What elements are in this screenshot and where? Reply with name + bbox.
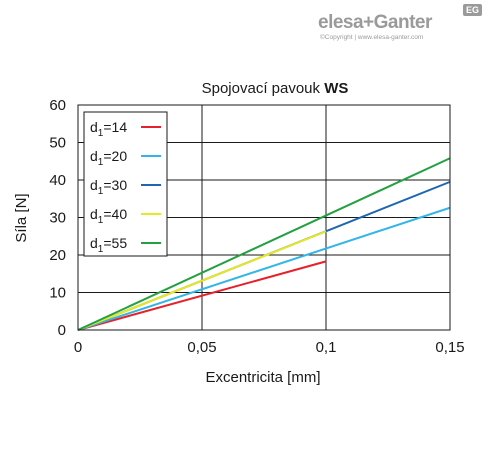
- x-tick-label: 0,15: [435, 339, 464, 356]
- series-line: [77, 260, 327, 331]
- y-tick-label: 20: [49, 247, 66, 264]
- legend-label-sub: 1: [98, 186, 104, 197]
- y-tick-label: 60: [49, 97, 66, 114]
- legend-label-rest: =20: [103, 148, 127, 164]
- legend-label: d1=20: [90, 148, 127, 168]
- brand-name: elesa+Ganter: [318, 12, 432, 33]
- legend-label: d1=30: [90, 177, 127, 197]
- legend-label-main: d: [90, 177, 98, 193]
- series-line: [77, 157, 451, 331]
- legend-label-rest: =14: [103, 119, 127, 135]
- chart-title-bold: WS: [324, 80, 348, 97]
- y-tick-label: 10: [49, 285, 66, 302]
- legend-label-rest: =30: [103, 177, 127, 193]
- series-lines: [77, 157, 451, 331]
- legend-label-rest: =40: [103, 206, 127, 222]
- plot-frame: [77, 104, 451, 331]
- legend-label-main: d: [90, 206, 98, 222]
- legend-label-sub: 1: [98, 128, 104, 139]
- chart-title: Spojovací pavouk WS: [202, 80, 349, 97]
- legend-label-main: d: [90, 148, 98, 164]
- legend-label: d1=40: [90, 206, 127, 226]
- legend-label: d1=55: [90, 235, 127, 255]
- y-tick-label: 0: [58, 322, 66, 339]
- legend-label: d1=14: [90, 119, 127, 139]
- x-tick-label: 0,1: [316, 339, 337, 356]
- y-tick-label: 30: [49, 210, 66, 227]
- chart-title-prefix: Spojovací pavouk: [202, 80, 321, 97]
- x-tick-label: 0: [74, 339, 82, 356]
- y-tick-label: 40: [49, 172, 66, 189]
- legend-label-sub: 1: [98, 157, 104, 168]
- legend-label-sub: 1: [98, 215, 104, 226]
- brand-logo: elesa+Ganter EG ©Copyright | www.elesa-g…: [318, 4, 484, 48]
- brand-copyright: ©Copyright | www.elesa-ganter.com: [320, 34, 424, 41]
- y-axis-label: Síla [N]: [13, 193, 30, 242]
- tick-labels: 0 10 20 30 40 50 60 0 0,05 0,1 0,15: [49, 97, 464, 356]
- series-line: [77, 230, 327, 331]
- x-axis-label: Excentricita [mm]: [205, 369, 320, 386]
- x-tick-label: 0,05: [187, 339, 216, 356]
- legend-label-main: d: [90, 119, 98, 135]
- y-tick-label: 50: [49, 135, 66, 152]
- brand-badge: EG: [462, 4, 482, 16]
- series-line: [77, 206, 451, 331]
- legend-label-main: d: [90, 235, 98, 251]
- legend-label-rest: =55: [103, 235, 127, 251]
- legend-label-sub: 1: [98, 244, 104, 255]
